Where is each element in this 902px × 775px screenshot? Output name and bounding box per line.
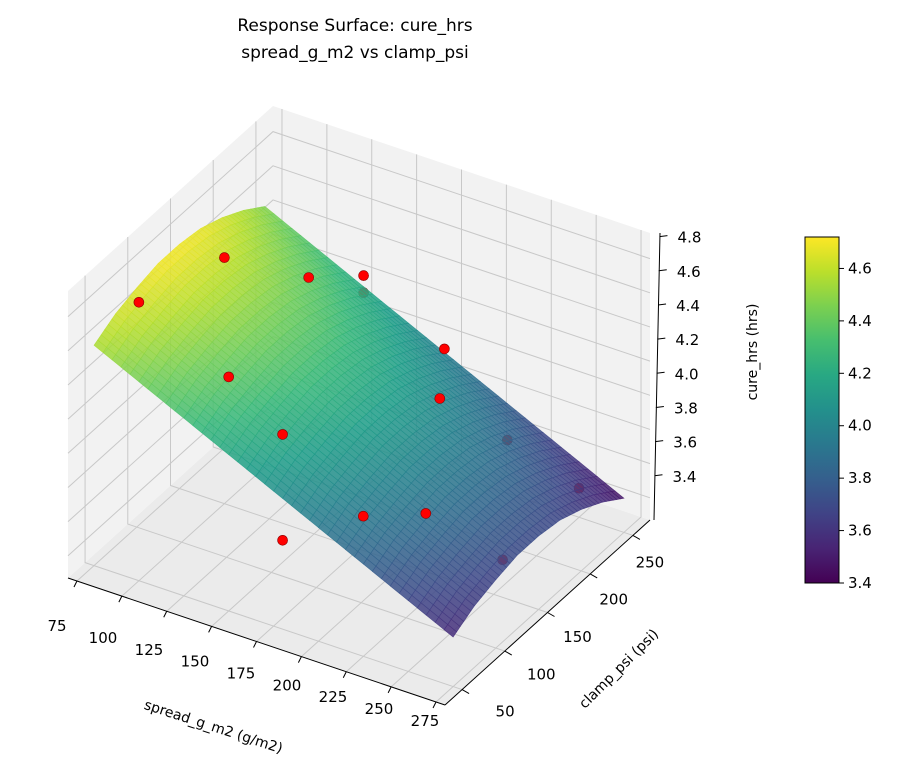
y-tick-label: 250 [636, 553, 665, 571]
response-surface [93, 206, 625, 638]
y-tick-label: 150 [563, 628, 592, 646]
data-point [439, 343, 450, 355]
z-tick-mark [659, 235, 668, 238]
z-tick-label: 4.4 [676, 297, 700, 315]
z-tick-mark [657, 337, 666, 340]
z-tick-label: 3.8 [674, 399, 698, 417]
x-tick-label: 100 [89, 629, 118, 647]
x-tick-label: 150 [181, 653, 210, 671]
colorbar-tick-label: 4.6 [848, 259, 872, 277]
x-tick-mark [387, 686, 392, 694]
y-tick-mark [461, 689, 470, 695]
colorbar-tick-label: 3.6 [848, 522, 872, 540]
data-point [303, 272, 315, 283]
chart-title-line-2: spread_g_m2 vs clamp_psi [241, 43, 469, 63]
colorbar: 3.4 3.6 3.8 4.0 4.2 4.4 4.6 [804, 236, 872, 592]
data-point [133, 296, 145, 308]
z-tick-label: 3.4 [673, 468, 697, 486]
z-gridline [67, 131, 651, 317]
x-tick-mark [297, 656, 302, 663]
z-tick-mark [655, 405, 664, 408]
y-tick-mark [547, 612, 555, 617]
x-axis-label: spread_g_m2 (g/m2) [142, 697, 285, 757]
colorbar-tick-label: 3.4 [848, 574, 872, 592]
x-tick-mark [432, 701, 437, 709]
x-tick-label: 175 [227, 665, 256, 683]
colorbar-tick-label: 3.8 [848, 469, 872, 487]
y-tick-label: 50 [496, 703, 515, 721]
y-tick-label: 100 [527, 665, 556, 683]
data-point [219, 252, 230, 263]
z-tick-label: 4.0 [675, 365, 699, 383]
y-gridline [84, 275, 463, 691]
data-point [434, 393, 446, 404]
x-tick-label: 125 [135, 641, 164, 659]
z-axis-label: cure_hrs (hrs) [745, 304, 761, 401]
colorbar-tick-label: 4.2 [848, 364, 872, 382]
z-tick-label: 3.6 [673, 434, 697, 452]
z-tick-label: 4.8 [678, 229, 702, 247]
colorbar-gradient [804, 236, 840, 584]
y-tick-mark [589, 573, 598, 579]
tick-labels: 75 100 125 150 175 200 225 250 275 50 100 150 200 250… [47, 229, 701, 730]
y-tick-mark [504, 650, 513, 656]
chart-title-line-1: Response Surface: cure_hrs [237, 16, 472, 36]
z-tick-label: 4.2 [675, 331, 699, 349]
axis-lines [67, 232, 668, 709]
z-axis-line [653, 232, 661, 521]
x-tick-label: 75 [47, 617, 66, 635]
y-tick-label: 200 [599, 591, 628, 609]
surface-facet [443, 624, 458, 638]
colorbar-tick-label: 4.0 [848, 417, 872, 435]
data-point [277, 534, 288, 546]
points-in-front [133, 252, 450, 522]
y-tick-mark [632, 534, 641, 540]
z-tick-mark [655, 440, 664, 443]
x-tick-label: 250 [365, 700, 394, 718]
x-tick-label: 275 [411, 712, 440, 730]
z-tick-mark [656, 371, 665, 374]
x-tick-mark [118, 595, 123, 603]
x-tick-label: 225 [319, 688, 348, 706]
data-point [358, 270, 369, 281]
x-gridline [435, 229, 642, 703]
x-tick-mark [163, 611, 168, 618]
z-tick-mark [658, 269, 667, 272]
z-tick-mark [657, 303, 667, 306]
x-tick-mark [208, 626, 213, 633]
data-point [277, 429, 288, 440]
data-point [223, 371, 234, 383]
x-tick-mark [253, 641, 257, 648]
z-tick-mark [654, 474, 663, 477]
data-point [420, 508, 432, 519]
colorbar-tick-label: 4.4 [848, 312, 872, 330]
z-tick-label: 4.6 [677, 263, 701, 281]
data-point [357, 510, 369, 522]
x-tick-mark [73, 580, 78, 588]
x-tick-mark [342, 671, 347, 678]
x-tick-label: 200 [273, 676, 302, 694]
